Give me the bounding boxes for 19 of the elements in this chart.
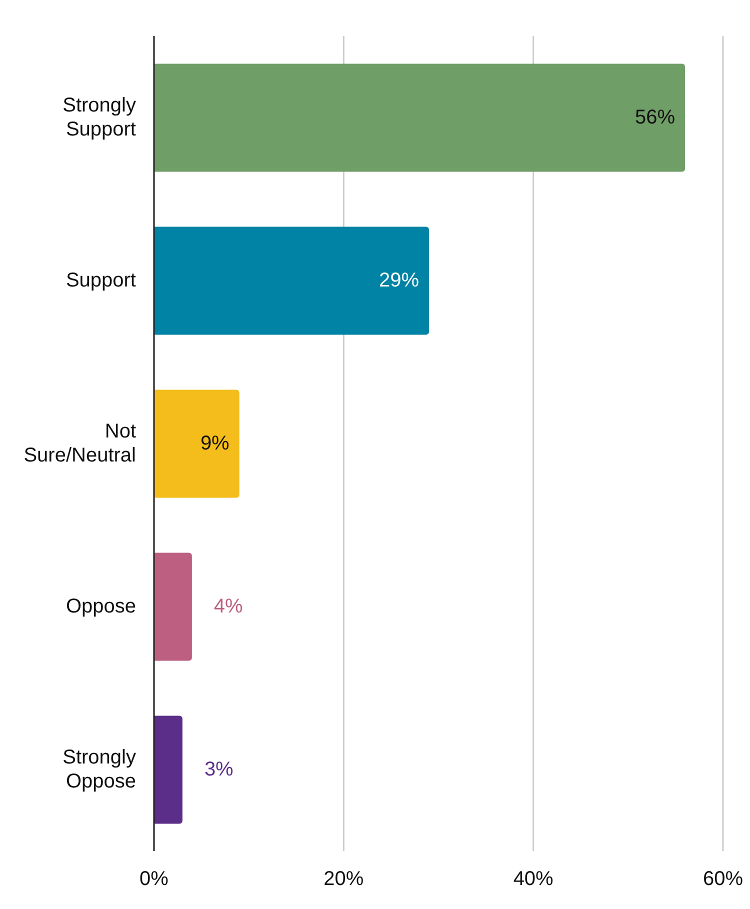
y-tick-label: Support (66, 270, 136, 292)
bar (154, 64, 686, 172)
y-tick-label: Strongly Support (62, 94, 136, 140)
bar (154, 226, 430, 335)
x-tick-label: 40% (513, 868, 554, 890)
x-tick-label: 0% (140, 868, 169, 890)
y-tick-label: Oppose (66, 596, 136, 618)
y-tick-label: Not Sure/Neutral (24, 420, 136, 466)
bar (154, 390, 240, 498)
data-label: 4% (214, 596, 244, 618)
bar (154, 716, 182, 824)
bar (154, 552, 192, 661)
x-tick-label: 60% (702, 868, 744, 890)
data-label: 56% (635, 106, 676, 129)
data-label: 29% (378, 270, 420, 292)
data-label: 9% (200, 432, 230, 455)
x-tick-label: 20% (324, 868, 364, 890)
y-tick-label: Strongly Oppose (62, 746, 136, 792)
data-label: 3% (204, 758, 234, 781)
